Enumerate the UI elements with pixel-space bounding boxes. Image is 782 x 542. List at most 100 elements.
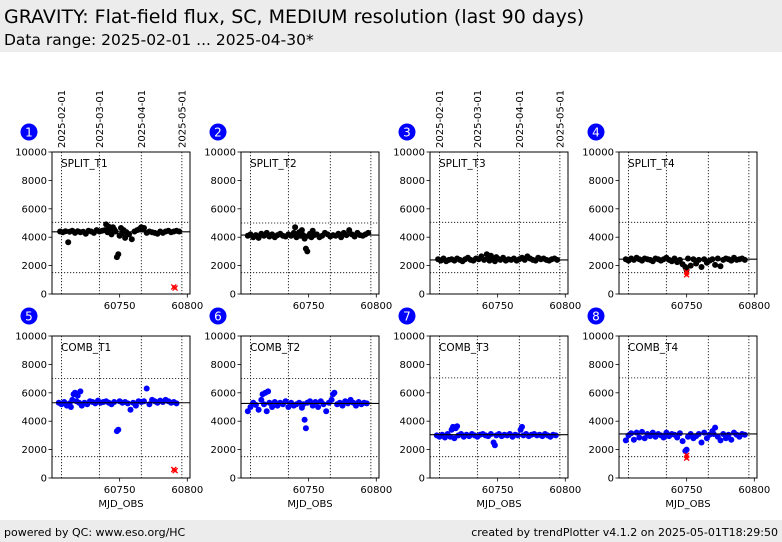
- x-tick-label: 60750: [293, 485, 325, 496]
- y-tick-label: 10000: [204, 332, 236, 343]
- panel-number: 6: [214, 310, 222, 324]
- y-tick-label: 4000: [22, 417, 47, 428]
- data-point: [346, 227, 353, 234]
- data-point: [728, 436, 735, 443]
- x-tick-label: 60800: [360, 485, 392, 496]
- x-tick-label: 60750: [671, 485, 703, 496]
- panel-2: 0 2000 4000 6000 8000 10000 60750 60800 SPLIT_T2…: [204, 123, 392, 312]
- y-tick-label: 4000: [22, 233, 47, 244]
- data-point: [115, 426, 122, 433]
- data-point: [660, 434, 667, 441]
- data-point: [285, 404, 292, 410]
- y-tick-label: 0: [608, 290, 614, 301]
- y-tick-label: 8000: [400, 360, 425, 371]
- data-point: [622, 437, 629, 444]
- x-tick-label: 60800: [171, 301, 203, 312]
- data-point: [126, 231, 133, 238]
- x-tick-label: 60750: [671, 301, 703, 312]
- y-tick-label: 6000: [22, 204, 47, 215]
- data-point: [698, 439, 705, 446]
- panel-7: 0 2000 4000 6000 8000 10000 60750 60800 MJD_OBS C…: [393, 307, 581, 510]
- x-tick-label: 60750: [482, 301, 514, 312]
- data-point: [339, 402, 346, 409]
- y-tick-label: 6000: [589, 204, 614, 215]
- panel-label: COMB_T2: [250, 342, 300, 354]
- data-point: [687, 262, 694, 269]
- y-tick-label: 8000: [589, 176, 614, 187]
- data-point: [141, 225, 147, 231]
- date-axis-label: 2025-04-01: [515, 90, 526, 148]
- data-point: [725, 431, 732, 438]
- panel-label: SPLIT_T1: [61, 158, 108, 170]
- outlier-dot: [685, 456, 689, 460]
- panel-number-badge: [209, 123, 227, 141]
- panel-number: 7: [403, 310, 411, 324]
- data-point: [255, 406, 262, 413]
- x-tick-label: 60750: [104, 301, 136, 312]
- data-point: [307, 398, 313, 405]
- x-axis-label: MJD_OBS: [98, 499, 143, 510]
- data-point: [365, 229, 372, 236]
- y-tick-label: 0: [230, 290, 236, 301]
- outlier-point: [683, 271, 690, 278]
- data-point: [636, 434, 643, 441]
- date-axis-label: 2025-05-01: [177, 90, 188, 148]
- y-tick-label: 10000: [204, 148, 236, 159]
- x-tick-label: 60750: [482, 485, 514, 496]
- data-point: [491, 442, 498, 449]
- data-point: [111, 399, 118, 405]
- header-bar: GRAVITY: Flat-field flux, SC, MEDIUM res…: [0, 0, 782, 52]
- panel-label: COMB_T3: [439, 342, 489, 354]
- panel-1: 0 2000 4000 6000 8000 10000 60750 60800 SPLIT_T1…: [15, 90, 203, 312]
- data-point: [320, 401, 327, 408]
- data-point: [552, 432, 559, 439]
- panel-number: 1: [25, 126, 33, 140]
- date-axis-label: 2025-03-01: [473, 90, 484, 148]
- panel-3: 0 2000 4000 6000 8000 10000 60750 60800 SPLIT_T3…: [393, 90, 581, 312]
- data-point: [741, 256, 748, 263]
- y-tick-label: 4000: [400, 233, 425, 244]
- data-point: [685, 255, 691, 262]
- data-point: [717, 437, 724, 444]
- data-point: [266, 399, 273, 406]
- data-point: [128, 236, 135, 243]
- panel-number-badge: [398, 123, 416, 141]
- y-tick-label: 4000: [589, 233, 614, 244]
- outlier-dot: [173, 469, 177, 473]
- panel-6: 0 2000 4000 6000 8000 10000 60750 60800 MJD_OBS C…: [204, 307, 392, 510]
- data-point: [301, 416, 308, 423]
- data-point: [519, 423, 525, 430]
- data-point: [323, 408, 330, 415]
- x-tick-label: 60800: [171, 485, 203, 496]
- date-axis-label: 2025-02-01: [57, 90, 68, 148]
- y-tick-label: 6000: [400, 204, 425, 215]
- data-point: [247, 404, 254, 410]
- axes-frame: [240, 151, 380, 295]
- panel-number: 5: [25, 310, 33, 324]
- panel-label: SPLIT_T2: [250, 158, 297, 170]
- data-point: [683, 446, 690, 453]
- data-point: [712, 261, 719, 268]
- outlier-dot: [685, 453, 689, 457]
- y-tick-label: 2000: [400, 261, 425, 272]
- data-point: [630, 436, 637, 443]
- page-subtitle: Data range: 2025-02-01 ... 2025-04-30*: [4, 31, 314, 49]
- y-tick-label: 10000: [393, 332, 425, 343]
- data-point: [265, 388, 272, 395]
- x-axis-label: MJD_OBS: [476, 499, 521, 510]
- x-tick-label: 60800: [738, 485, 770, 496]
- data-point: [298, 227, 305, 234]
- panel-8: 0 2000 4000 6000 8000 10000 60750 60800 MJD_OBS C…: [582, 307, 770, 510]
- x-tick-label: 60750: [293, 301, 325, 312]
- panel-label: SPLIT_T4: [628, 158, 675, 170]
- y-tick-label: 4000: [211, 417, 236, 428]
- data-point: [77, 388, 84, 395]
- y-tick-label: 4000: [400, 417, 425, 428]
- data-point: [454, 423, 461, 430]
- y-tick-label: 6000: [400, 388, 425, 399]
- data-point: [676, 430, 683, 437]
- y-tick-label: 0: [608, 474, 614, 485]
- data-point: [315, 404, 322, 410]
- data-point: [127, 406, 134, 413]
- x-tick-label: 60800: [360, 301, 392, 312]
